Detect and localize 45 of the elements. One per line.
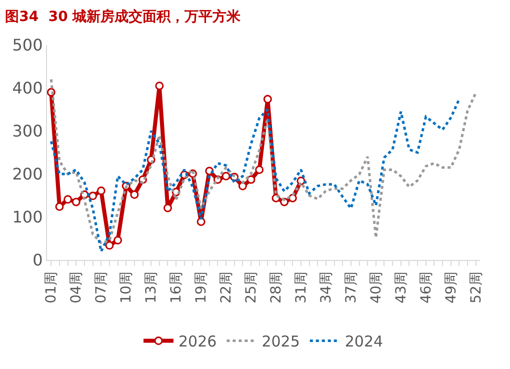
y-tick-label: 500 [12, 36, 43, 55]
x-tick-label: 25周 [244, 272, 260, 304]
point [55, 202, 64, 211]
point [196, 217, 206, 226]
y-tick-label: 200 [12, 164, 43, 184]
x-tick-label: 31周 [294, 272, 310, 304]
point [246, 175, 256, 184]
x-tick-label: 01周 [44, 272, 60, 304]
x-tick-label: 19周 [194, 272, 210, 304]
point [96, 186, 106, 196]
x-tick-label: 13周 [144, 272, 160, 304]
x-tick-label: 10周 [118, 272, 135, 304]
y-tick-label: 0 [32, 250, 43, 270]
point [114, 236, 122, 244]
x-tick-label: 22周 [218, 272, 235, 304]
chart-title: 图34 30 城新房成交面积，万平方米 [5, 8, 242, 25]
x-tick-label: 49周 [443, 272, 460, 304]
legend-label: 2024 [344, 332, 384, 351]
y-tick-label: 300 [12, 122, 43, 141]
point [155, 82, 164, 90]
point [222, 172, 230, 180]
point [238, 182, 247, 190]
x-tick-label: 37周 [343, 272, 360, 304]
x-tick-label: 40周 [368, 272, 384, 304]
x-tick-label: 34周 [318, 272, 334, 304]
x-tick-label: 07周 [94, 272, 110, 304]
legend-label: 2026 [178, 332, 217, 351]
point [72, 198, 80, 206]
x-tick-label: 43周 [393, 272, 410, 304]
point [255, 165, 264, 174]
legend-label: 2025 [262, 332, 300, 351]
point [130, 190, 139, 199]
x-tick-label: 28周 [268, 272, 285, 304]
line-series [50, 98, 460, 253]
point [105, 241, 114, 250]
point [64, 195, 72, 204]
point [88, 192, 98, 200]
point [263, 94, 272, 104]
x-tick-label: 52周 [468, 272, 484, 304]
x-tick-label: 04周 [68, 272, 85, 304]
y-tick-label: 400 [12, 78, 43, 98]
x-tick-label: 46周 [418, 272, 434, 304]
point [163, 204, 172, 212]
x-tick-label: 16周 [168, 272, 185, 304]
y-tick-label: 100 [12, 208, 43, 227]
